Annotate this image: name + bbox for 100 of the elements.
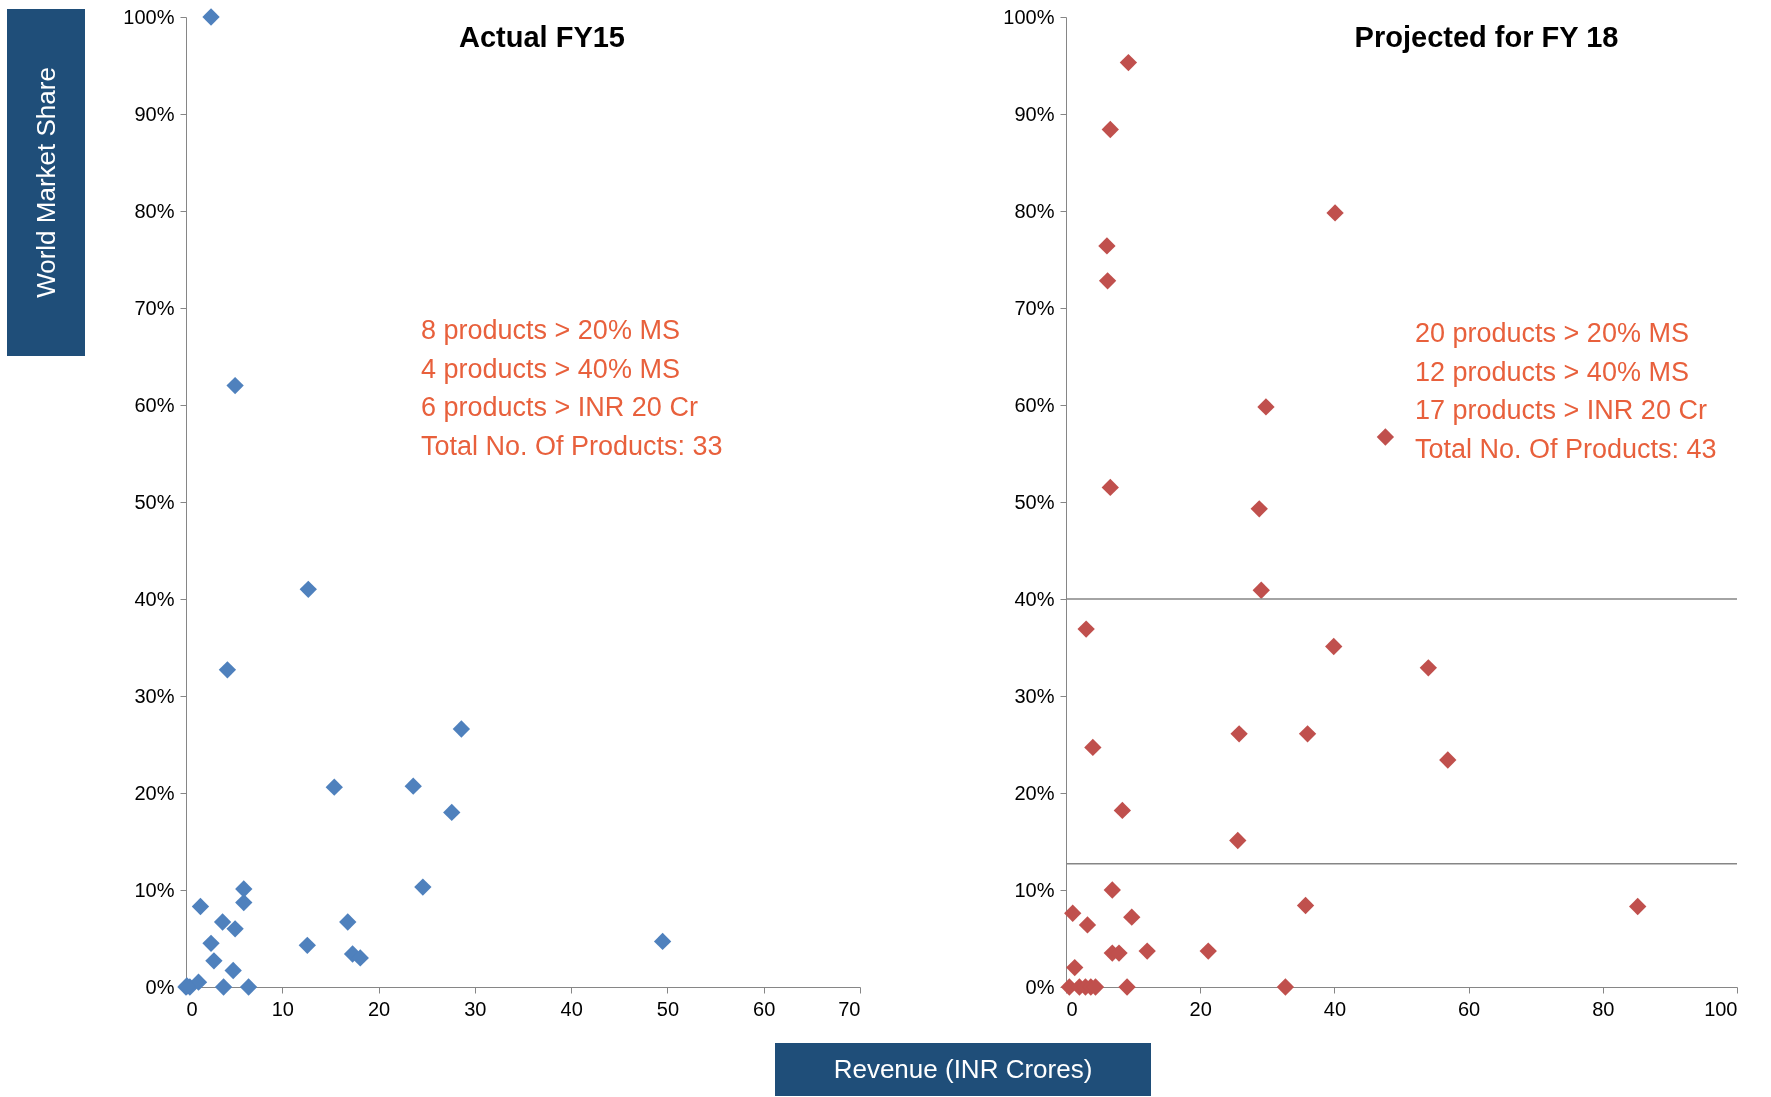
point bbox=[226, 920, 244, 938]
y-tick-label: 10% bbox=[134, 878, 175, 901]
point bbox=[1103, 881, 1121, 899]
point bbox=[1229, 831, 1247, 850]
y-tick-label: 50% bbox=[1014, 490, 1055, 513]
x-tick-label: 10 bbox=[271, 997, 294, 1020]
point bbox=[1077, 620, 1095, 638]
point bbox=[1113, 801, 1132, 820]
point bbox=[325, 778, 343, 796]
point bbox=[1326, 204, 1344, 222]
y-tick-label: 50% bbox=[134, 490, 175, 513]
y-tick-label: 60% bbox=[1014, 393, 1055, 416]
x-tick-label: 40 bbox=[560, 997, 583, 1020]
x-tick-label: 0 bbox=[186, 997, 198, 1020]
point bbox=[1064, 904, 1082, 922]
x-tick-label: 60 bbox=[1457, 997, 1481, 1020]
point bbox=[235, 880, 253, 898]
point bbox=[404, 777, 422, 795]
x-tick-label: 100 bbox=[1704, 997, 1738, 1020]
y-tick-label: 60% bbox=[134, 393, 175, 416]
point bbox=[1199, 942, 1217, 960]
point bbox=[1066, 958, 1084, 977]
point bbox=[1296, 896, 1315, 915]
y-axis-title: World Market Share bbox=[30, 67, 62, 298]
point bbox=[214, 978, 233, 996]
y-tick-label: 0% bbox=[145, 975, 175, 998]
point bbox=[299, 580, 317, 598]
x-tick-label: 20 bbox=[1189, 997, 1212, 1020]
point bbox=[1252, 581, 1270, 599]
point bbox=[1098, 272, 1117, 290]
point bbox=[1138, 942, 1156, 960]
point bbox=[202, 8, 220, 26]
y-tick-label: 40% bbox=[1014, 587, 1055, 610]
y-tick-label: 30% bbox=[134, 684, 175, 707]
x-tick-label: 50 bbox=[656, 997, 680, 1020]
point bbox=[452, 720, 471, 738]
point bbox=[1101, 120, 1119, 139]
annotation: 8 products > 20% MS bbox=[421, 315, 680, 345]
x-tick-label: 60 bbox=[753, 997, 776, 1020]
point bbox=[1276, 978, 1295, 996]
annotation: Total No. Of Products: 43 bbox=[1415, 433, 1717, 464]
point bbox=[235, 893, 253, 912]
x-tick-label: 20 bbox=[367, 997, 391, 1020]
x-tick-label: 30 bbox=[464, 997, 487, 1020]
point bbox=[1123, 908, 1141, 926]
y-tick-label: 90% bbox=[134, 102, 175, 125]
x-tick-label: 80 bbox=[1592, 997, 1615, 1020]
annotation: 4 products > 40% MS bbox=[421, 353, 680, 384]
x-axis-title: Revenue (INR Crores) bbox=[775, 1043, 1151, 1096]
point bbox=[1325, 637, 1343, 656]
annotation: 17 products > INR 20 Cr bbox=[1415, 395, 1707, 425]
point bbox=[653, 932, 672, 951]
y-tick-label: 100% bbox=[1003, 5, 1055, 28]
y-tick-label: 10% bbox=[1014, 878, 1055, 901]
y-tick-label: 40% bbox=[134, 587, 175, 610]
y-tick-label: 80% bbox=[134, 199, 175, 222]
point bbox=[1439, 751, 1457, 769]
point bbox=[1419, 659, 1437, 677]
chart-title: Actual FY15 bbox=[459, 21, 625, 53]
point bbox=[1629, 897, 1647, 916]
point bbox=[1119, 53, 1138, 72]
y-tick-label: 20% bbox=[1014, 781, 1055, 804]
point bbox=[443, 803, 461, 822]
point bbox=[1257, 398, 1275, 416]
y-tick-label: 70% bbox=[134, 296, 175, 319]
y-tick-label: 100% bbox=[123, 5, 175, 28]
x-tick-label: 70 bbox=[838, 997, 861, 1020]
annotation: 6 products > INR 20 Cr bbox=[421, 392, 698, 422]
point bbox=[414, 878, 432, 896]
y-tick-label: 80% bbox=[1014, 199, 1055, 222]
x-tick-label: 40 bbox=[1323, 997, 1347, 1020]
point bbox=[239, 978, 258, 996]
point bbox=[1118, 978, 1136, 996]
y-tick-label: 20% bbox=[134, 781, 175, 804]
point bbox=[1078, 916, 1097, 934]
annotation: 20 products > 20% MS bbox=[1415, 318, 1689, 348]
point bbox=[1098, 237, 1116, 255]
point bbox=[218, 661, 237, 679]
y-tick-label: 70% bbox=[1014, 296, 1055, 319]
point bbox=[1298, 725, 1317, 743]
point bbox=[1230, 725, 1248, 743]
point bbox=[224, 961, 242, 980]
point bbox=[202, 934, 220, 953]
point bbox=[298, 936, 316, 954]
point bbox=[191, 897, 210, 916]
chart-title: Projected for FY 18 bbox=[1354, 21, 1619, 53]
annotation: 12 products > 40% MS bbox=[1415, 356, 1689, 387]
point bbox=[1376, 428, 1395, 446]
y-tick-label: 90% bbox=[1014, 102, 1055, 125]
x-tick-label: 0 bbox=[1066, 997, 1078, 1020]
point bbox=[213, 913, 232, 931]
point bbox=[205, 952, 223, 970]
point bbox=[189, 973, 208, 991]
point bbox=[339, 913, 357, 931]
y-tick-label: 0% bbox=[1025, 975, 1055, 998]
point bbox=[1250, 500, 1268, 518]
y-tick-label: 30% bbox=[1014, 684, 1055, 707]
annotation: Total No. Of Products: 33 bbox=[421, 430, 723, 461]
point bbox=[226, 376, 244, 395]
point bbox=[1084, 738, 1102, 757]
